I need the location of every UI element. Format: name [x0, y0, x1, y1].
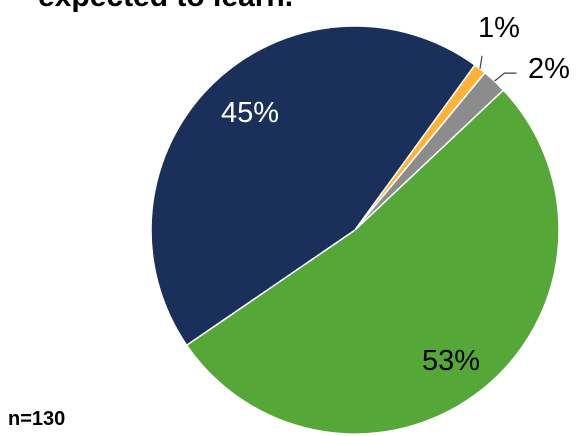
data-label: 1%	[478, 12, 520, 44]
pie-slice	[185, 89, 560, 435]
leader-line	[479, 55, 483, 69]
data-label: 53%	[422, 345, 480, 377]
pie-slice	[150, 25, 476, 347]
chart-title: expected to learn.	[38, 0, 293, 14]
pie-slices	[150, 25, 560, 435]
data-label: 2%	[528, 53, 570, 85]
data-labels: 1%2% 53% 45%	[221, 12, 570, 377]
leader-lines	[479, 55, 517, 82]
leader-line	[494, 72, 517, 82]
sample-size-note: n=130	[8, 408, 66, 430]
data-label: 45%	[221, 97, 279, 129]
